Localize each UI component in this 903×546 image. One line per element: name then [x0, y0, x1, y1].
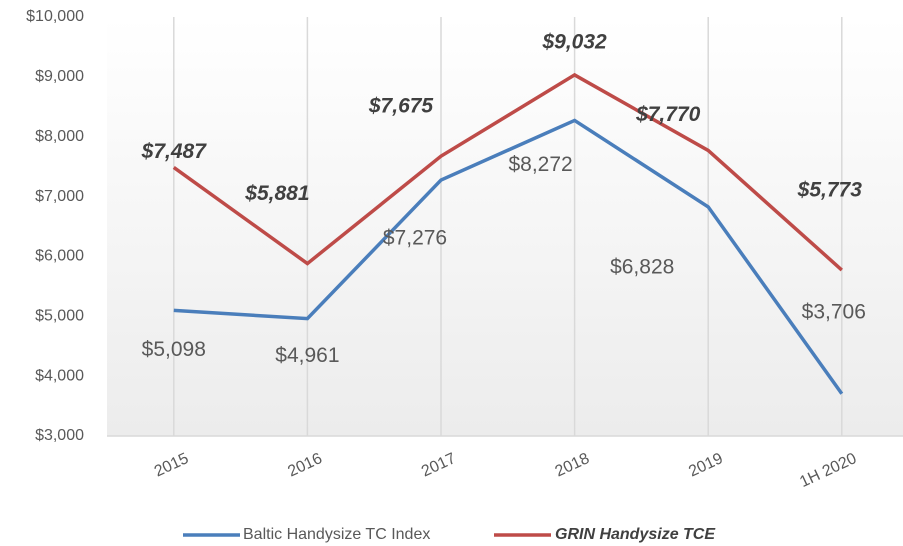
data-label: $9,032	[541, 30, 607, 53]
x-tick-label: 2018	[553, 450, 593, 481]
x-tick-label: 2019	[686, 450, 726, 481]
x-tick-label: 2016	[285, 450, 325, 481]
data-label: $4,961	[275, 344, 339, 367]
data-label: $5,881	[244, 182, 309, 205]
data-label: $7,487	[141, 140, 208, 163]
series-line	[172, 72, 843, 272]
data-label: $3,706	[802, 300, 866, 323]
y-tick-label: $3,000	[35, 427, 84, 444]
y-tick-label: $6,000	[35, 248, 84, 265]
series-line	[173, 118, 844, 395]
data-label: $6,828	[610, 255, 674, 278]
data-label: $8,272	[508, 153, 572, 176]
y-tick-label: $5,000	[35, 308, 84, 325]
data-label: $7,675	[368, 95, 434, 118]
legend-label: GRIN Handysize TCE	[555, 526, 716, 543]
data-label: $7,276	[383, 227, 447, 250]
x-tick-label: 1H 2020	[797, 450, 859, 491]
data-label: $5,098	[142, 338, 206, 361]
data-label: $5,773	[797, 179, 863, 202]
x-tick-label: 2015	[152, 450, 192, 481]
y-tick-label: $9,000	[35, 68, 84, 85]
y-tick-label: $8,000	[35, 128, 84, 145]
y-tick-label: $7,000	[35, 188, 84, 205]
y-tick-label: $10,000	[26, 8, 84, 25]
data-label: $7,770	[635, 103, 701, 126]
x-tick-label: 2017	[419, 450, 459, 481]
plot-area	[107, 17, 903, 436]
legend-label: Baltic Handysize TC Index	[243, 526, 430, 543]
y-tick-label: $4,000	[35, 367, 84, 384]
